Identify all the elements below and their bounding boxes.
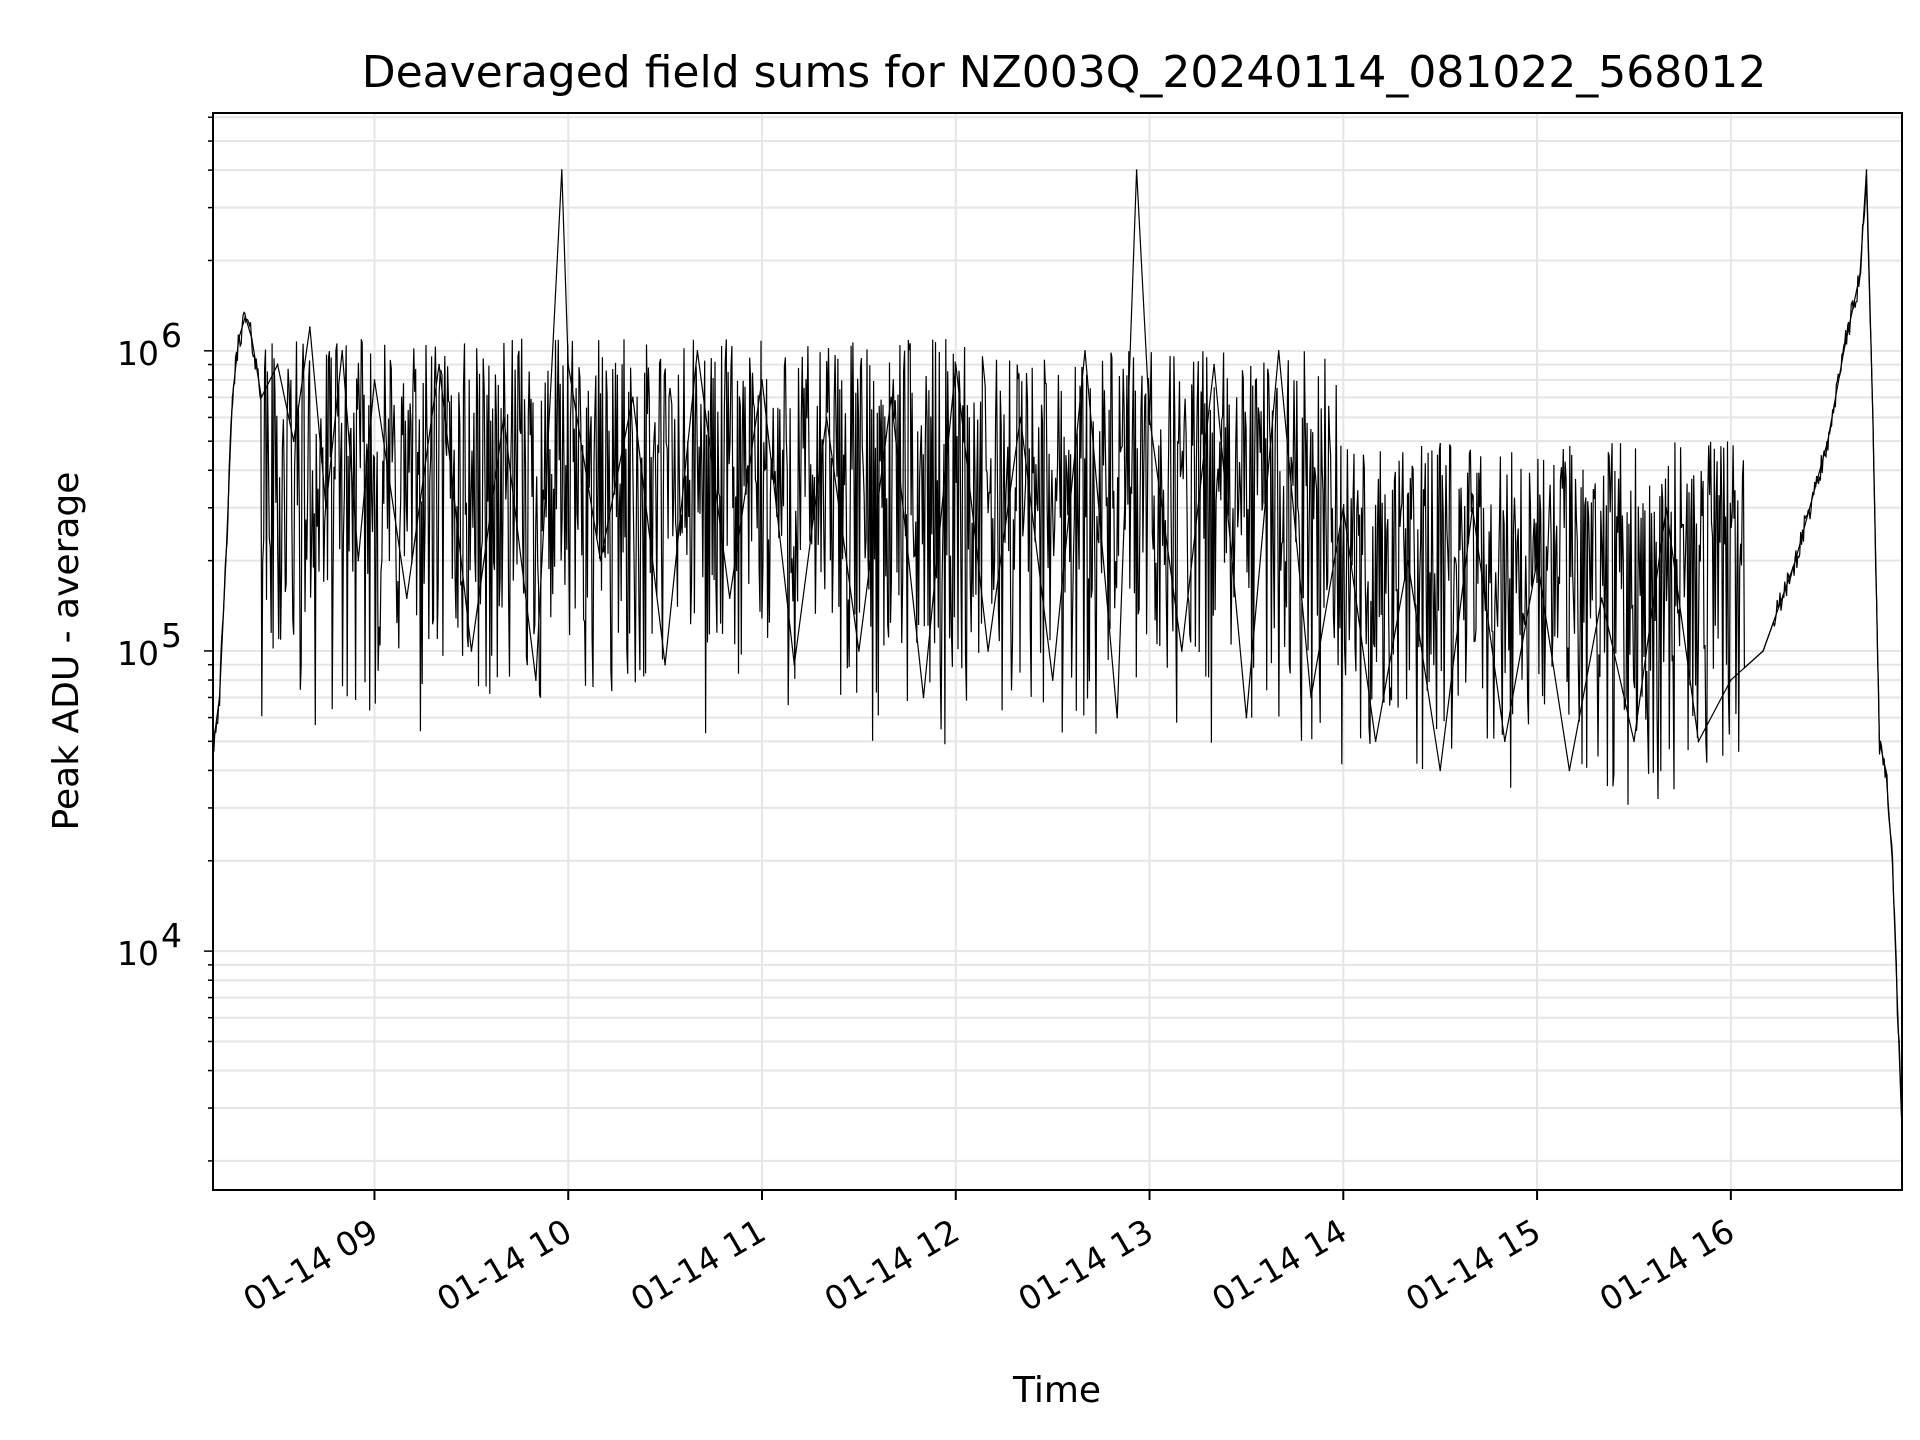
data-point [664, 663, 666, 666]
data-point [599, 559, 602, 562]
data-point [1245, 716, 1248, 719]
data-point [1762, 650, 1764, 652]
data-point [218, 696, 221, 699]
data-point [1181, 650, 1183, 652]
series-line-group [212, 169, 1903, 1133]
data-point [373, 379, 376, 381]
data-point [728, 597, 731, 599]
y-tick-exponent: 6 [161, 316, 182, 355]
data-point [1859, 273, 1861, 276]
data-point [1536, 559, 1538, 562]
y-axis-label: Peak ADU - average [46, 472, 87, 831]
data-point [1407, 559, 1409, 562]
data-point [1019, 416, 1022, 419]
data-point [406, 597, 408, 599]
chart-title: Deaveraged field sums for NZ003Q_2024011… [362, 47, 1767, 98]
data-point [632, 396, 634, 399]
data-point [761, 379, 763, 381]
x-axis-label: Time [1012, 1370, 1101, 1411]
data-point [793, 663, 796, 666]
data-point [922, 696, 925, 699]
data-point [1794, 559, 1797, 562]
data-point [1872, 416, 1874, 419]
grid [213, 113, 1902, 1190]
data-point [1374, 740, 1377, 743]
data-point [1342, 507, 1345, 509]
data-point [1568, 769, 1571, 772]
data-point [1891, 860, 1894, 862]
data-point [1665, 507, 1668, 509]
data-point [1471, 507, 1474, 509]
data-point [955, 363, 957, 366]
data-point [561, 169, 563, 171]
data-point [1135, 169, 1138, 171]
data-point [858, 650, 860, 652]
data-point [1051, 679, 1054, 681]
data-point [309, 326, 311, 328]
data-point [438, 363, 440, 366]
y-tick-label: 10 [117, 934, 159, 973]
data-point [987, 650, 989, 652]
series-line [212, 183, 1903, 1129]
data-point [231, 396, 234, 399]
data-point [1865, 169, 1868, 171]
data-point [1600, 597, 1603, 599]
data-point [1504, 740, 1506, 743]
data-point [1843, 350, 1845, 352]
y-tick-label: 10 [117, 334, 159, 373]
data-point [1697, 740, 1700, 743]
data-point [825, 416, 828, 419]
data-point [260, 396, 263, 399]
data-point [535, 679, 537, 681]
data-point [1116, 716, 1118, 719]
data-point [244, 315, 247, 318]
y-tick-label: 10 [117, 634, 159, 673]
data-point [1730, 679, 1732, 681]
data-point [502, 416, 505, 419]
y-tick-exponent: 5 [161, 616, 182, 655]
data-point [238, 337, 240, 340]
data-point [292, 440, 295, 443]
data-point [1633, 740, 1635, 743]
data-point [225, 559, 227, 562]
data-point [696, 350, 699, 352]
data-point [341, 350, 344, 352]
data-point [470, 650, 473, 652]
data-point [276, 363, 279, 366]
data-point [1310, 696, 1312, 699]
data-point [1826, 440, 1829, 443]
data-point [567, 363, 569, 366]
data-point [1084, 350, 1086, 352]
data-point [1898, 1040, 1900, 1043]
data-point [890, 396, 892, 399]
data-point [1878, 740, 1881, 743]
data-point [325, 507, 327, 509]
data-point [1885, 769, 1887, 772]
data-point [1277, 350, 1280, 352]
y-tick-exponent: 4 [161, 916, 182, 955]
data-point [1148, 416, 1151, 419]
data-point [1439, 769, 1441, 772]
data-point [1213, 363, 1215, 366]
data-point [357, 559, 360, 562]
data-point [251, 337, 253, 340]
